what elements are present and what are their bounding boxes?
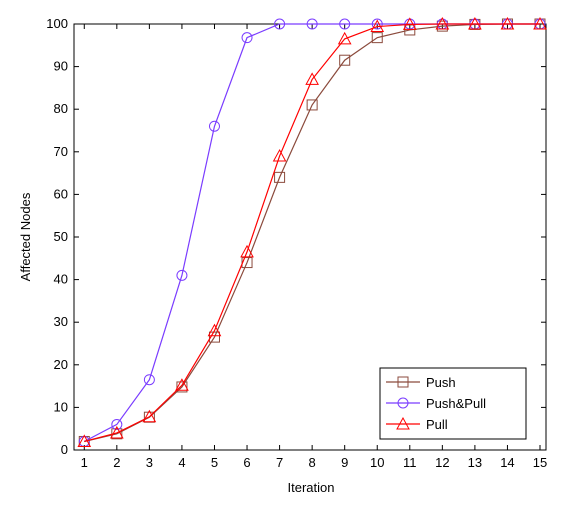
x-tick-label: 4: [178, 455, 185, 470]
x-tick-label: 15: [533, 455, 547, 470]
data-point-push-pull: [241, 32, 253, 44]
data-point-push: [208, 331, 220, 343]
y-tick-label: 60: [54, 186, 68, 201]
x-tick-label: 13: [468, 455, 482, 470]
data-point-push: [306, 99, 318, 111]
x-tick-label: 5: [211, 455, 218, 470]
legend-label-push-pull: Push&Pull: [426, 396, 486, 411]
series-line-pull: [84, 23, 540, 443]
legend-marker-pull: [396, 416, 410, 430]
y-tick-label: 70: [54, 144, 68, 159]
y-tick-label: 20: [54, 357, 68, 372]
y-tick-label: 100: [46, 16, 68, 31]
data-point-pull: [435, 16, 450, 30]
data-point-push-pull: [371, 18, 383, 30]
x-axis-label: Iteration: [288, 480, 335, 495]
x-tick-label: 14: [500, 455, 514, 470]
y-axis-label: Affected Nodes: [18, 192, 33, 281]
x-tick-label: 6: [243, 455, 250, 470]
data-point-push-pull: [143, 374, 155, 386]
data-point-push-pull: [274, 18, 286, 30]
data-point-pull: [175, 378, 189, 391]
x-tick-label: 2: [113, 455, 120, 470]
data-point-pull: [500, 16, 515, 30]
x-tick-label: 10: [370, 455, 384, 470]
data-point-push-pull: [208, 120, 220, 132]
x-tick-label: 11: [403, 455, 417, 470]
data-point-pull: [370, 19, 385, 33]
legend-marker-push: [397, 376, 409, 388]
data-point-pull: [77, 434, 92, 447]
data-point-push-pull: [111, 418, 123, 430]
x-tick-label: 12: [435, 455, 449, 470]
data-point-push-pull: [176, 269, 188, 281]
data-point-pull: [272, 149, 287, 162]
data-point-pull: [468, 16, 482, 30]
x-tick-label: 9: [341, 455, 348, 470]
data-point-pull: [240, 244, 254, 258]
y-tick-label: 50: [54, 229, 68, 244]
data-point-pull: [109, 425, 124, 439]
data-point-push-pull: [306, 18, 318, 30]
data-point-pull: [337, 31, 352, 45]
data-point-push-pull: [339, 18, 351, 30]
data-point-pull: [402, 17, 417, 30]
x-tick-label: 3: [146, 455, 153, 470]
data-point-pull: [533, 16, 547, 30]
legend: Push Push&Pull Pull: [379, 367, 527, 440]
legend-marker-push-pull: [397, 397, 409, 409]
x-tick-label: 7: [276, 455, 283, 470]
legend-label-pull: Pull: [426, 417, 448, 432]
y-tick-label: 0: [61, 442, 68, 457]
data-point-push: [339, 54, 351, 66]
x-tick-label: 8: [309, 455, 316, 470]
y-tick-label: 80: [54, 101, 68, 116]
data-point-pull: [142, 409, 157, 423]
x-tick-label: 1: [81, 455, 88, 470]
data-point-push: [274, 171, 286, 183]
y-tick-label: 90: [54, 59, 68, 74]
data-point-pull: [207, 323, 222, 337]
series-line-push: [84, 23, 540, 443]
data-point-push: [371, 32, 383, 44]
y-tick-label: 30: [54, 314, 68, 329]
y-tick-label: 40: [54, 272, 68, 287]
data-point-push: [176, 381, 188, 393]
y-tick-label: 10: [54, 399, 68, 414]
legend-label-push: Push: [426, 375, 456, 390]
data-point-pull: [305, 72, 319, 85]
